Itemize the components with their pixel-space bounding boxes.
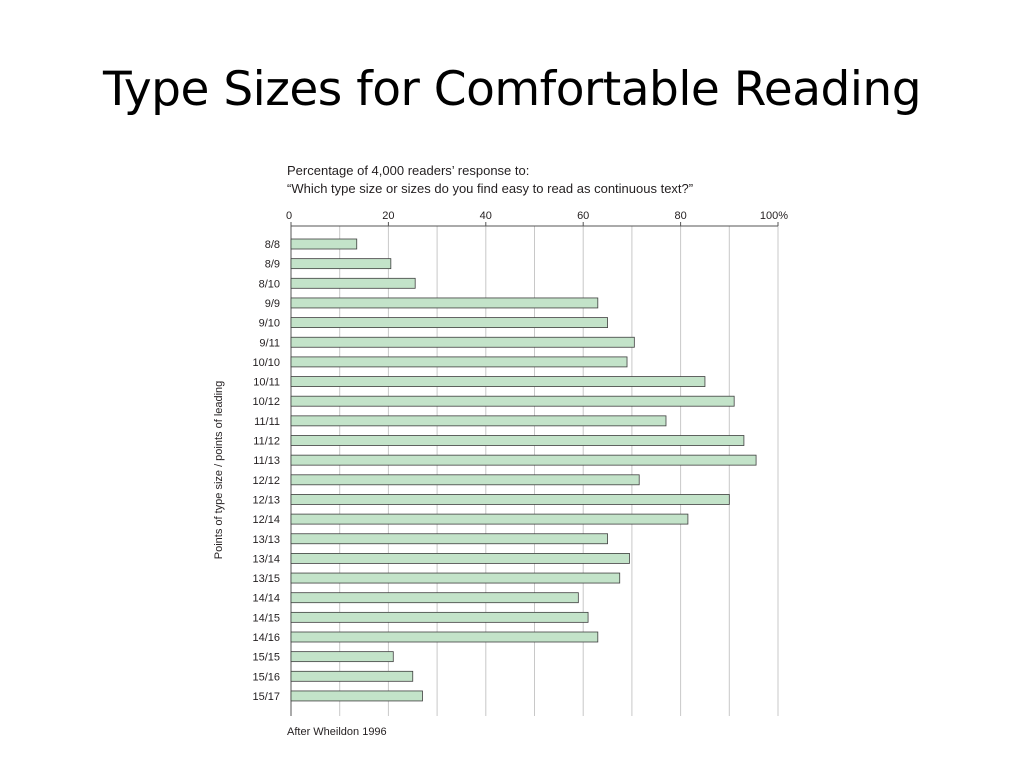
bar [290,494,730,505]
category-label: 14/15 [252,612,280,624]
bars [290,238,757,702]
category-label: 13/13 [252,534,280,546]
category-label: 12/13 [252,494,280,506]
x-tick-label: 20 [382,210,394,222]
y-axis-label: Points of type size / points of leading [213,381,225,560]
bar [290,395,735,407]
bar [290,474,640,486]
x-axis-ticks: 0 20 40 60 80 100% [286,210,788,226]
chart-title-line-1: Percentage of 4,000 readers’ response to… [287,163,529,178]
bar [290,631,599,643]
bar [290,592,579,604]
bar [290,690,423,702]
bar [290,513,689,525]
category-label: 10/10 [252,357,280,369]
bar [290,572,621,584]
category-label: 12/12 [252,475,280,487]
bar [290,277,416,289]
bar [290,238,358,250]
x-tick-label: 0 [286,210,292,222]
category-label: 8/9 [265,259,280,271]
category-label: 15/17 [252,691,280,703]
category-label: 14/16 [252,632,280,644]
category-label: 8/10 [259,278,280,290]
bar [290,297,599,309]
bar [290,336,635,348]
slide-title: Type Sizes for Comfortable Reading [102,62,922,117]
bar [290,454,757,466]
bar [290,258,392,270]
category-label: 9/9 [265,298,280,310]
category-label: 11/13 [253,455,280,467]
category-label: 11/11 [254,416,280,428]
category-label: 14/14 [252,593,280,605]
category-label: 10/12 [252,396,280,408]
category-label: 11/12 [253,436,280,448]
category-label: 8/8 [265,239,280,251]
x-tick-label: 100% [760,210,788,222]
bar [290,553,630,564]
bar [290,435,745,446]
bar [290,670,414,682]
category-label: 13/14 [252,553,280,565]
source-note: After Wheildon 1996 [287,726,387,738]
category-label: 9/10 [259,318,280,330]
category-label: 15/15 [252,652,280,664]
bar [290,533,608,545]
x-tick-label: 80 [674,210,686,222]
category-label: 12/14 [252,514,280,526]
bar [290,651,394,663]
category-labels: 8/8 8/9 8/10 9/9 9/10 9/11 10/10 10/11 10/12 11/1… [252,239,280,703]
bar [290,415,667,427]
bar [290,611,589,623]
category-label: 9/11 [259,337,280,349]
bar [290,317,608,329]
category-label: 10/11 [253,377,280,389]
x-tick-label: 40 [480,210,492,222]
bar [290,356,628,368]
category-label: 15/16 [252,671,280,683]
category-label: 13/15 [252,573,280,585]
bar [290,376,706,387]
chart-title-line-2: “Which type size or sizes do you find ea… [287,181,693,196]
chart-title: Percentage of 4,000 readers’ response to… [287,163,693,196]
x-tick-label: 60 [577,210,589,222]
